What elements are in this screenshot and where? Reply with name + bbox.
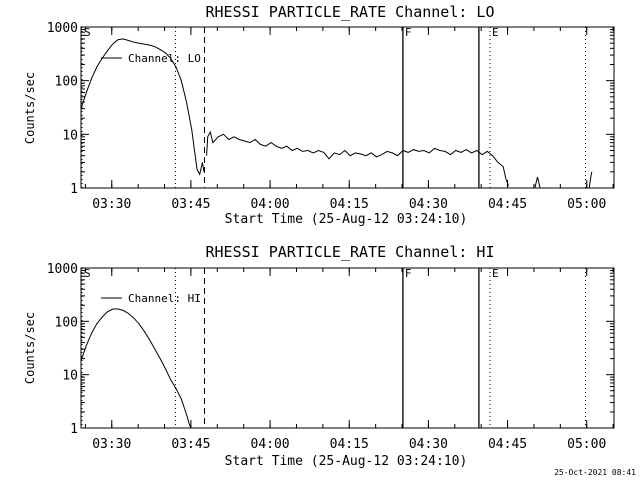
y-tick-label: 100 [55, 315, 78, 330]
x-tick-label: 04:15 [330, 437, 369, 452]
event-marker-label: S [84, 26, 91, 39]
series-line [534, 176, 541, 188]
plot-frame [80, 267, 615, 429]
x-tick-label: 04:00 [251, 197, 290, 212]
x-tick-label: 04:30 [409, 437, 448, 452]
y-tick-label: 100 [55, 75, 78, 90]
y-tick-label: 1 [70, 422, 78, 437]
footer-timestamp: 25-Oct-2021 08:41 [554, 468, 636, 477]
y-tick-label: 10 [62, 369, 78, 384]
series-line [206, 130, 509, 186]
event-marker-label: F [405, 26, 412, 39]
event-marker-label: F [405, 267, 412, 280]
x-tick-label: 05:00 [567, 197, 606, 212]
x-tick-label: 04:00 [251, 437, 290, 452]
x-axis-label: Start Time (25-Aug-12 03:24:10) [225, 212, 468, 227]
y-axis-label: Counts/sec [23, 72, 37, 144]
event-marker-label: S [84, 267, 91, 280]
panel-hi: RHESSI PARTICLE_RATE Channel: HI Counts/… [23, 243, 615, 469]
x-tick-label: 03:30 [92, 197, 131, 212]
event-marker-label: E [492, 26, 499, 39]
x-tick-label: 04:45 [488, 197, 527, 212]
series-line [81, 308, 192, 428]
panel-lo: RHESSI PARTICLE_RATE Channel: LO Counts/… [23, 3, 615, 227]
x-axis-label: Start Time (25-Aug-12 03:24:10) [225, 454, 468, 469]
y-tick-label: 1 [70, 182, 78, 197]
x-tick-label: 05:00 [567, 437, 606, 452]
legend-label: Channel: LO [128, 52, 201, 65]
x-tick-label: 03:45 [171, 437, 210, 452]
y-axis-label: Counts/sec [23, 312, 37, 384]
x-tick-label: 04:45 [488, 437, 527, 452]
x-tick-label: 03:45 [171, 197, 210, 212]
chart-title: RHESSI PARTICLE_RATE Channel: HI [206, 243, 495, 261]
event-marker-label: E [492, 267, 499, 280]
y-tick-label: 1000 [47, 21, 78, 36]
y-tick-label: 1000 [47, 262, 78, 277]
series-line [81, 38, 205, 176]
x-tick-label: 04:15 [330, 197, 369, 212]
x-tick-label: 03:30 [92, 437, 131, 452]
legend-label: Channel: HI [128, 292, 201, 305]
x-tick-label: 04:30 [409, 197, 448, 212]
y-tick-label: 10 [62, 128, 78, 143]
chart-title: RHESSI PARTICLE_RATE Channel: LO [206, 3, 495, 21]
series-line [588, 171, 593, 188]
